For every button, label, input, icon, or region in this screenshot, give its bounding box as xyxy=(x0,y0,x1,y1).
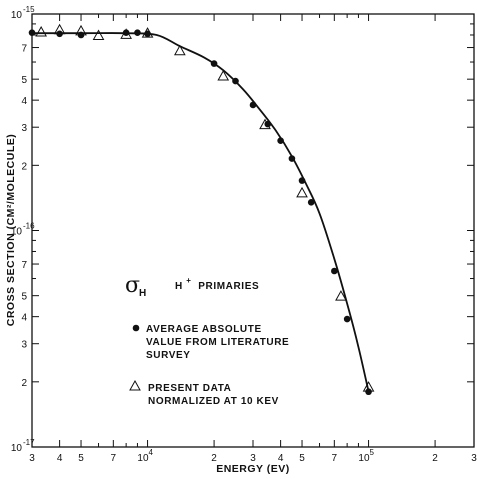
triangle-data-point xyxy=(120,28,132,39)
sigma-subscript: H xyxy=(139,288,147,299)
y-tick-label: 10 xyxy=(11,227,23,238)
x-tick-label: 3 xyxy=(29,453,35,464)
circle-data-point xyxy=(144,30,151,38)
y-tick-label: 4 xyxy=(21,313,27,324)
sigma-symbol: σ xyxy=(125,273,140,298)
x-tick-label: 10 xyxy=(358,453,370,464)
data-points xyxy=(28,23,375,396)
triangle-data-point xyxy=(259,118,271,130)
primaries-plus: + xyxy=(186,276,191,285)
y-tick-label: 5 xyxy=(21,75,27,86)
x-tick-label: 4 xyxy=(57,453,63,464)
circle-data-point xyxy=(28,29,36,36)
circle-data-point xyxy=(232,77,239,85)
legend-circle-line-1: AVERAGE ABSOLUTE xyxy=(146,324,262,335)
y-tick-label: 4 xyxy=(21,96,27,107)
circle-data-point xyxy=(277,137,284,144)
y-axis-title: CROSS SECTION (CM²/MOLECULE) xyxy=(5,134,17,327)
circle-data-point xyxy=(210,60,218,67)
y-tick-exponent: -17 xyxy=(23,438,35,447)
x-tick-label: 2 xyxy=(211,453,217,464)
y-tick-label: 2 xyxy=(21,378,27,389)
x-tick-label: 7 xyxy=(332,453,338,464)
legend-triangle-line-2: NORMALIZED AT 10 KEV xyxy=(148,396,279,407)
plot-frame xyxy=(31,13,475,448)
primaries-text: PRIMARIES xyxy=(195,281,259,292)
primaries-label: H + PRIMARIES xyxy=(175,275,259,292)
y-tick-label: 10 xyxy=(11,10,23,21)
triangle-data-point xyxy=(75,24,87,36)
y-tick-label: 3 xyxy=(21,123,27,134)
triangle-data-point xyxy=(174,44,186,56)
x-tick-label: 10 xyxy=(137,453,149,464)
x-tick-label: 5 xyxy=(299,453,305,464)
triangle-data-point xyxy=(141,27,154,38)
circle-data-point xyxy=(331,267,338,275)
circle-data-point xyxy=(298,177,306,184)
legend-triangle-marker xyxy=(129,379,141,391)
triangle-data-point xyxy=(92,29,105,40)
circle-data-point xyxy=(134,29,141,36)
y-tick-label: 7 xyxy=(21,260,27,271)
x-tick-label: 3 xyxy=(471,453,477,464)
circle-data-point xyxy=(307,198,315,206)
circle-data-point xyxy=(122,29,130,36)
y-tick-label: 7 xyxy=(21,44,27,55)
triangle-data-point xyxy=(35,25,47,37)
y-tick-label: 3 xyxy=(21,340,27,351)
circle-data-point xyxy=(343,315,351,323)
triangle-data-point xyxy=(296,186,308,198)
x-tick-exponent: 5 xyxy=(370,448,375,457)
y-tick-exponent: -15 xyxy=(23,5,35,14)
triangle-data-point xyxy=(53,23,66,35)
circle-data-point xyxy=(288,155,296,162)
y-tick-label: 2 xyxy=(21,161,27,172)
x-tick-label: 7 xyxy=(111,453,117,464)
y-tick-exponent: -16 xyxy=(23,222,35,231)
x-tick-exponent: 4 xyxy=(149,448,154,457)
x-tick-label: 3 xyxy=(250,453,256,464)
legend-circle-marker xyxy=(132,324,140,332)
legend-triangle-line-1: PRESENT DATA xyxy=(148,383,232,394)
legend-circle-line-2: VALUE FROM LITERATURE xyxy=(146,337,289,348)
circle-data-point xyxy=(249,101,257,109)
x-tick-label: 2 xyxy=(432,453,438,464)
circle-data-point xyxy=(365,388,372,396)
primaries-h: H xyxy=(175,281,183,292)
triangle-data-point xyxy=(335,290,347,301)
x-tick-label: 4 xyxy=(278,453,284,464)
legend-circle-line-3: SURVEY xyxy=(146,350,191,361)
x-axis-title: ENERGY (EV) xyxy=(216,463,290,475)
x-tick-label: 5 xyxy=(78,453,84,464)
y-tick-label: 5 xyxy=(21,292,27,303)
triangle-data-point xyxy=(217,69,230,81)
triangle-data-point xyxy=(362,381,375,392)
y-tick-label: 10 xyxy=(11,443,23,454)
